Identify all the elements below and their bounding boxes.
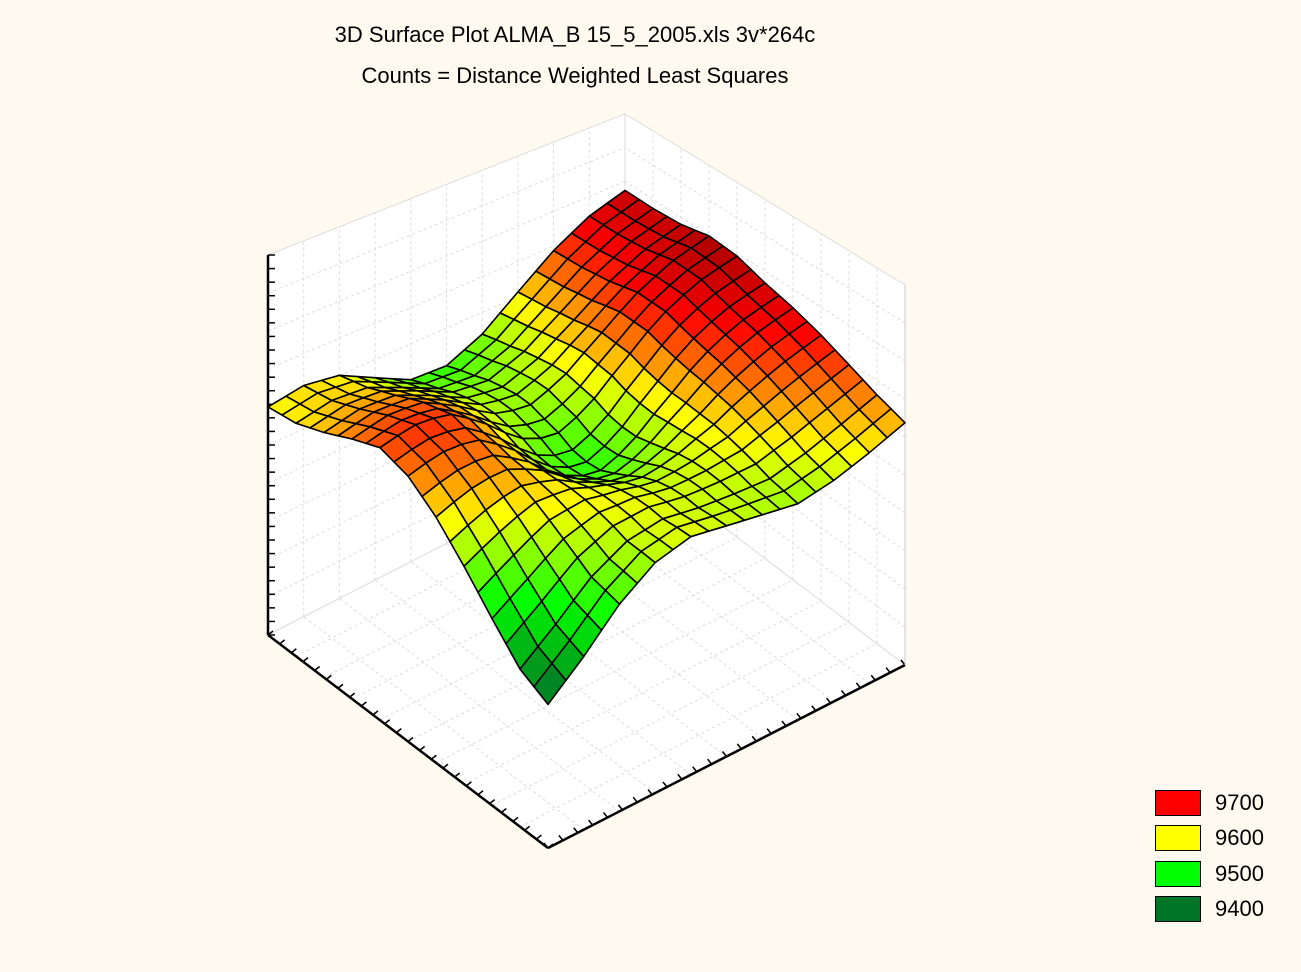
grid-line: [491, 621, 850, 806]
grid-line: [463, 600, 822, 785]
legend-swatch: [1155, 860, 1201, 887]
y-axis-tick: [477, 790, 484, 796]
x-axis-tick: [721, 751, 728, 757]
grid-line: [267, 180, 626, 332]
grid-line: [624, 147, 906, 324]
y-axis-tick: [302, 657, 309, 663]
x-axis-tick: [900, 659, 906, 666]
y-axis-tick: [489, 799, 496, 805]
grid-line: [481, 524, 763, 739]
y-axis-tick: [407, 736, 414, 743]
y-axis-tick: [337, 683, 344, 689]
grid-line: [517, 506, 799, 721]
y-axis-tick: [442, 763, 449, 769]
x-axis-tick: [558, 834, 564, 841]
x-axis-tick: [855, 682, 861, 689]
grid-line: [624, 417, 906, 628]
x-axis-tick: [647, 789, 653, 796]
y-axis-tick: [512, 816, 519, 822]
x-axis-tick: [811, 705, 817, 712]
surface: [267, 189, 906, 706]
legend-label: 9500: [1215, 860, 1264, 886]
grid-line: [303, 616, 585, 831]
surface-cell: [533, 662, 567, 706]
x-axis-tick: [736, 743, 742, 750]
grid-line: [553, 488, 834, 702]
y-axis-tick: [325, 674, 332, 680]
grid-line: [588, 469, 870, 684]
x-axis-tick: [602, 812, 609, 818]
legend-label: 9400: [1215, 896, 1264, 922]
grid-line: [267, 214, 626, 370]
y-axis-tick: [384, 719, 391, 725]
y-axis-tick: [349, 692, 356, 698]
y-axis-tick: [465, 781, 472, 787]
x-axis-tick: [543, 842, 549, 849]
x-axis-tick: [707, 758, 713, 765]
chart-subtitle: Counts = Distance Weighted Least Squares: [361, 63, 789, 88]
legend-item: 9500: [1155, 856, 1264, 892]
grid-line: [624, 181, 906, 362]
x-axis-tick: [885, 667, 891, 674]
grid-line: [519, 643, 878, 828]
y-axis-tick: [290, 648, 297, 654]
x-axis-tick: [677, 773, 683, 780]
x-axis-tick: [840, 690, 847, 696]
x-axis-tick: [796, 712, 802, 719]
y-axis-tick: [535, 834, 542, 840]
grid-line: [624, 214, 906, 400]
legend-item: 9400: [1155, 892, 1264, 928]
legend-swatch: [1155, 789, 1201, 816]
y-axis-tick: [314, 665, 321, 672]
axes: [266, 254, 906, 850]
x-axis-tick: [692, 766, 698, 773]
y-axis-tick: [395, 728, 402, 734]
y-axis-tick: [279, 639, 286, 645]
legend-label: 9700: [1215, 789, 1264, 815]
legend: 9700 9600 9500 9400: [1155, 785, 1264, 927]
y-axis-tick: [524, 825, 531, 831]
y-axis-tick: [372, 710, 379, 716]
x-axis-tick: [617, 804, 623, 811]
y-axis-tick: [360, 701, 367, 707]
legend-item: 9600: [1155, 821, 1264, 857]
y-axis-tick: [500, 807, 507, 814]
grid-line: [267, 147, 626, 294]
legend-swatch: [1155, 896, 1201, 923]
legend-swatch: [1155, 825, 1201, 852]
y-axis-tick: [267, 630, 274, 636]
x-axis-tick: [751, 735, 757, 742]
x-axis-tick: [662, 781, 668, 788]
chart-title: 3D Surface Plot ALMA_B 15_5_2005.xls 3v*…: [334, 22, 816, 47]
x-axis-tick: [588, 819, 594, 826]
x-axis-tick: [632, 796, 638, 803]
x-axis-tick: [573, 827, 579, 834]
y-axis-tick: [454, 772, 461, 778]
x-axis-tick: [870, 674, 876, 681]
x-axis-tick: [781, 720, 787, 727]
x-axis-tick: [826, 697, 832, 704]
legend-item: 9700: [1155, 785, 1264, 821]
legend-label: 9600: [1215, 825, 1264, 851]
x-axis-tick: [766, 728, 772, 735]
y-axis-tick: [419, 745, 426, 751]
y-axis-tick: [430, 754, 437, 760]
